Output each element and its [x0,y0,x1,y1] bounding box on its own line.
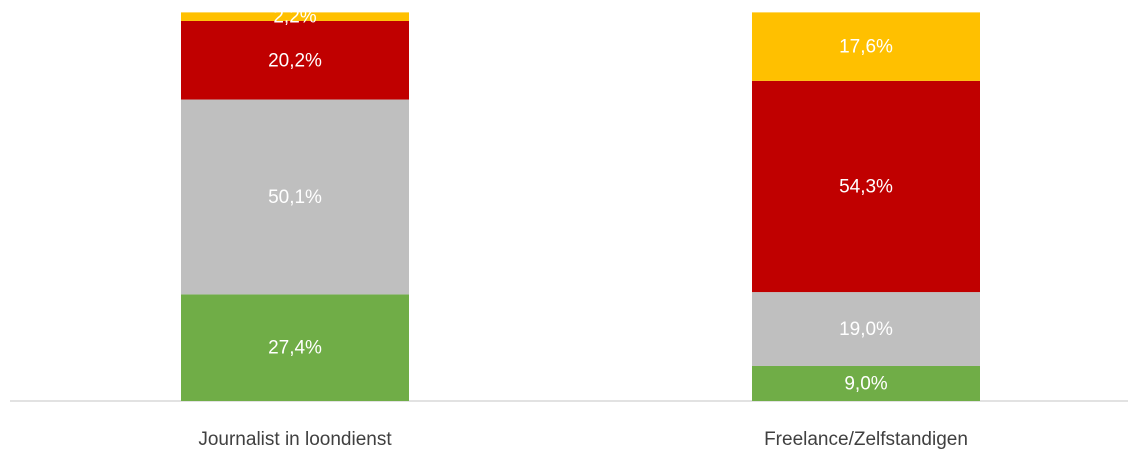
bar-segment [181,294,409,401]
bar-segment [752,292,980,366]
x-tick-label: Journalist in loondienst [198,429,392,450]
value-label: 19,0% [839,319,893,340]
bar-segment [181,12,409,21]
bar-segment [181,99,409,295]
value-label: 27,4% [268,338,322,359]
value-label: 2,2% [273,7,316,28]
value-label: 9,0% [844,374,887,395]
value-label: 20,2% [268,50,322,71]
x-tick-label: Freelance/Zelfstandigen [764,429,968,450]
bar-segment [752,80,980,293]
value-label: 17,6% [839,37,893,58]
value-label: 54,3% [839,176,893,197]
bar-segment [752,12,980,81]
bar-segment [752,365,980,401]
value-label: 50,1% [268,187,322,208]
bar-segment [181,20,409,100]
